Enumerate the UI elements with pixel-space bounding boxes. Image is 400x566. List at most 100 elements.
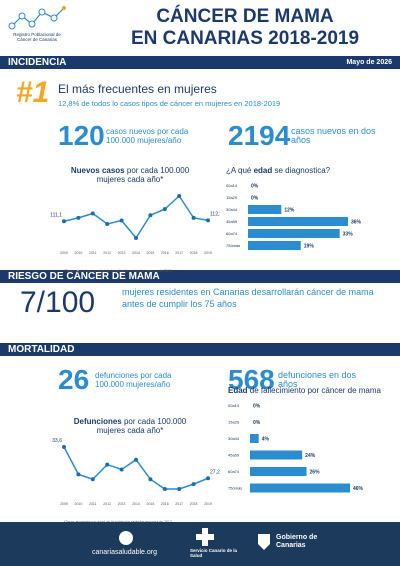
date: Mayo de 2026: [346, 59, 392, 66]
point: [76, 472, 81, 477]
x-tick-label: 2017: [175, 251, 183, 255]
chart-title: Edad de fallecimiento por cáncer de mama: [228, 386, 388, 395]
plot: 00a14 0% 15a29 0% 30a44 12% 45a59 36% 60a74 33% 75…: [226, 183, 362, 250]
title-part: Edad: [228, 386, 248, 395]
sponsor: Gobierno de Canarias: [276, 534, 318, 549]
x-tick-label: 2012: [103, 502, 111, 506]
title-line: EN CANARIAS 2018-2019: [130, 28, 360, 49]
x-tick-label: 2011: [89, 251, 97, 255]
point: [119, 467, 124, 472]
x-tick-label: 2009: [60, 502, 68, 506]
title-part: por cada 100.000 mujeres cada año*: [96, 166, 190, 184]
section-band: MORTALIDAD: [0, 343, 400, 356]
x-tick-label: 2016: [161, 502, 169, 506]
stat-value: 568: [228, 364, 275, 395]
value-label: 27,2: [210, 469, 220, 475]
site: canariasaludable.org: [92, 549, 157, 556]
point: [62, 445, 66, 449]
x-tick-label: 2010: [75, 502, 83, 506]
plot: 00a14 0% 15a29 0% 30a44 4% 45a59 24% 60a74 26% 75ó…: [228, 403, 364, 493]
x-tick-label: 2014: [132, 502, 140, 506]
value-label: 36%: [351, 219, 362, 225]
chart: Edad de fallecimiento por cáncer de mama…: [228, 386, 388, 507]
point: [90, 211, 95, 216]
category-label: 75ómás: [228, 486, 242, 491]
bar: [250, 483, 350, 493]
value-label: 33%: [343, 231, 354, 237]
title-part: se diagnostica?: [274, 166, 331, 175]
rank-sub: 12,8% de todos lo casos tipos de cáncer …: [58, 99, 281, 108]
bar: [248, 241, 301, 250]
band-label: RIESGO DE CÁNCER DE MAMA: [8, 271, 160, 282]
point: [134, 236, 138, 240]
value-label: 0%: [253, 420, 261, 426]
point: [177, 487, 182, 491]
x-tick-label: 2014: [132, 251, 140, 255]
point: [206, 218, 210, 223]
point: [90, 477, 95, 482]
footnote: *Tasas ajustadas por edad de la població…: [64, 269, 172, 273]
footer: canariasaludable.org Servicio Canario de…: [0, 522, 400, 566]
risk-value: 7/100: [20, 286, 96, 319]
value-label: 19%: [304, 243, 315, 249]
value-label: 0%: [251, 195, 259, 201]
category-label: 15a29: [228, 420, 240, 425]
category-label: 00a14: [228, 403, 240, 408]
value-label: 46%: [353, 486, 364, 492]
point: [119, 218, 124, 223]
title-part: ¿A qué: [226, 166, 252, 175]
point: [134, 457, 138, 462]
section-band: RIESGO DE CÁNCER DE MAMA: [0, 270, 400, 283]
point: [76, 215, 81, 220]
value-label: 112,2: [210, 211, 220, 217]
point: [162, 487, 167, 491]
point: [162, 207, 167, 212]
plot: 33,6 2009 2010 2011 2012 2013 2014 2015 2016 2017…: [52, 438, 220, 506]
line: [63, 446, 209, 490]
x-tick-label: 2009: [60, 251, 68, 255]
logo-icon: [196, 528, 214, 546]
logo-text: Registro Poblacional de Cáncer de Canari…: [13, 32, 61, 42]
x-tick-label: 2018: [190, 502, 198, 506]
stat-value: 2194: [228, 120, 291, 151]
title-part: de fallecimiento por cáncer de mama: [249, 386, 381, 395]
title-part: por cada 100.000 mujeres cada año*: [96, 417, 187, 435]
risk-text: mujeres residentes en Canarias desarroll…: [122, 287, 374, 309]
band-label: INCIDENCIA: [8, 57, 67, 68]
value-label: 0%: [251, 183, 259, 189]
value-label: 111,1: [50, 212, 62, 218]
value-label: 12%: [284, 207, 295, 213]
category-label: 60a74: [228, 469, 240, 474]
category-label: 15a29: [226, 195, 238, 200]
x-tick-label: 2015: [147, 502, 155, 506]
category-label: 30a44: [226, 207, 238, 212]
value-label: 24%: [305, 453, 316, 459]
point: [62, 219, 66, 224]
bar: [248, 229, 340, 238]
section-band: INCIDENCIA Mayo de 2026: [0, 56, 400, 69]
category-label: 45a59: [226, 219, 238, 224]
logo-icon: [119, 531, 133, 545]
stat-text: casos nuevos por cada 100.000 mujeres/añ…: [106, 127, 189, 145]
point: [191, 482, 196, 487]
x-tick-label: 2016: [161, 251, 169, 255]
stat-text: defunciones por cada 100.000 mujeres/año: [95, 371, 172, 389]
x-tick-label: 2015: [147, 251, 155, 255]
point: [105, 222, 110, 226]
logo-icon: [8, 6, 66, 30]
bar: [250, 467, 307, 476]
x-tick-label: 2013: [118, 251, 126, 255]
chart: Nuevos casos por cada 100.000 mujeres ca…: [40, 166, 222, 273]
x-tick-label: 2010: [75, 251, 83, 255]
stat-value: 120: [58, 120, 105, 151]
category-label: 75ómás: [226, 243, 240, 248]
rank: #1: [16, 76, 50, 109]
category-label: 45a59: [228, 453, 240, 458]
bar: [248, 205, 282, 214]
stat-text: defunciones en dos años: [278, 370, 357, 389]
category-label: 60a74: [226, 231, 238, 236]
x-tick-label: 2018: [190, 251, 198, 255]
point: [148, 213, 153, 218]
stat-value: 26: [58, 364, 90, 395]
